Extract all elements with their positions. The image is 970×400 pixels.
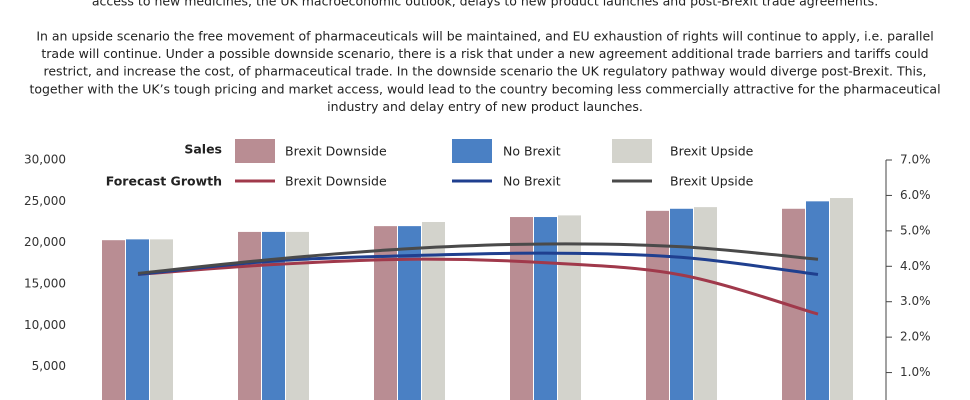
y2-tick-label: 1.0%	[900, 365, 931, 379]
bar	[286, 231, 309, 400]
y-tick-label: 30,000	[24, 153, 66, 167]
paragraph-line: industry and delay entry of new product …	[327, 99, 643, 114]
growth-line	[137, 257, 819, 316]
y2-tick-label: 2.0%	[900, 330, 931, 344]
legend-label: No Brexit	[503, 144, 561, 159]
bar	[102, 240, 125, 400]
paragraph-line: together with the UK’s tough pricing and…	[29, 81, 940, 96]
bar	[398, 226, 421, 400]
legend-label: Brexit Upside	[670, 174, 754, 189]
bar	[694, 207, 717, 400]
legend-group-title: Sales	[184, 142, 222, 157]
legend-label: Brexit Downside	[285, 144, 387, 159]
legend-group-title: Forecast Growth	[106, 174, 222, 189]
y-tick-label: 10,000	[24, 318, 66, 332]
y2-tick-label: 5.0%	[900, 223, 931, 237]
y2-tick-label: 4.0%	[900, 259, 931, 273]
legend-label: No Brexit	[503, 174, 561, 189]
bar	[126, 239, 149, 400]
legend-label: Brexit Downside	[285, 174, 387, 189]
legend-swatch	[612, 139, 652, 163]
bar	[806, 201, 829, 400]
legend-swatch	[235, 139, 275, 163]
bar	[262, 231, 285, 400]
paragraph-line: restrict, and increase the cost, of phar…	[44, 64, 927, 79]
bar	[830, 198, 853, 400]
y-tick-label: 20,000	[24, 235, 66, 249]
growth-line	[137, 242, 819, 275]
lead-line: access to new medicines, the UK macroeco…	[92, 0, 878, 9]
bar	[238, 231, 261, 400]
y2-tick-label: 3.0%	[900, 294, 931, 308]
y2-tick-label: 7.0%	[900, 153, 931, 167]
bar	[150, 239, 173, 400]
paragraph-line: trade will continue. Under a possible do…	[41, 46, 928, 61]
legend-label: Brexit Upside	[670, 144, 754, 159]
legend-swatch	[452, 139, 492, 163]
y-tick-label: 5,000	[32, 359, 66, 373]
bar	[646, 210, 669, 400]
y-tick-label: 25,000	[24, 194, 66, 208]
paragraph-line: In an upside scenario the free movement …	[36, 29, 933, 44]
y-tick-label: 15,000	[24, 277, 66, 291]
bar	[558, 215, 581, 400]
y2-tick-label: 6.0%	[900, 188, 931, 202]
bar	[374, 226, 397, 400]
bar	[422, 222, 445, 400]
bar	[670, 208, 693, 400]
